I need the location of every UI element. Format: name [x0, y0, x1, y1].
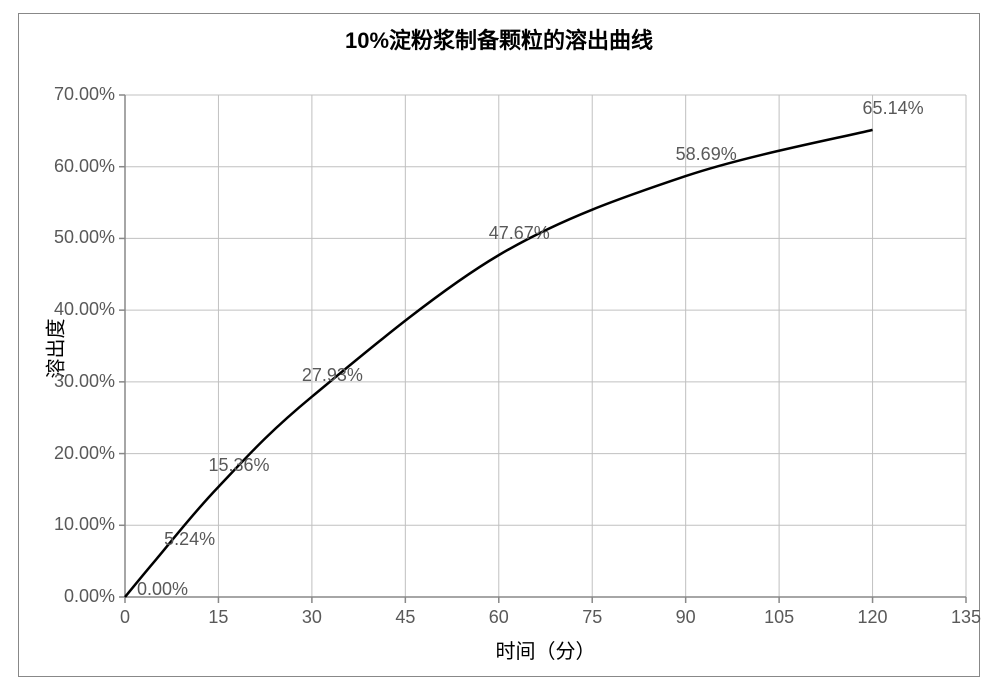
x-tick-label: 30 — [292, 607, 332, 628]
x-tick-label: 0 — [105, 607, 145, 628]
data-point-label: 27.93% — [302, 365, 363, 386]
data-point-label: 65.14% — [863, 98, 924, 119]
x-tick-label: 120 — [853, 607, 893, 628]
y-tick-label: 50.00% — [54, 227, 115, 248]
chart-container: 10%淀粉浆制备颗粒的溶出曲线 溶出度 时间（分） 0 15 30 45 60 75 90 1… — [0, 0, 1000, 692]
y-tick-label: 60.00% — [54, 156, 115, 177]
data-point-label: 0.00% — [137, 579, 188, 600]
x-tick-label: 45 — [385, 607, 425, 628]
x-tick-label: 90 — [666, 607, 706, 628]
y-tick-label: 20.00% — [54, 443, 115, 464]
x-axis-label: 时间（分） — [125, 635, 966, 664]
y-tick-label: 10.00% — [54, 514, 115, 535]
data-point-label: 58.69% — [676, 144, 737, 165]
y-axis-label: 溶出度 — [40, 319, 69, 379]
x-tick-label: 105 — [759, 607, 799, 628]
plot-area — [125, 95, 966, 597]
chart-title: 10%淀粉浆制备颗粒的溶出曲线 — [18, 23, 980, 55]
y-tick-label: 40.00% — [54, 299, 115, 320]
data-point-label: 15.36% — [208, 455, 269, 476]
x-tick-label: 60 — [479, 607, 519, 628]
y-tick-label: 30.00% — [54, 371, 115, 392]
y-tick-label: 0.00% — [64, 586, 115, 607]
data-point-label: 47.67% — [489, 223, 550, 244]
y-tick-label: 70.00% — [54, 84, 115, 105]
x-tick-label: 75 — [572, 607, 612, 628]
x-tick-label: 15 — [198, 607, 238, 628]
data-point-label: 5.24% — [164, 529, 215, 550]
x-tick-label: 135 — [946, 607, 986, 628]
